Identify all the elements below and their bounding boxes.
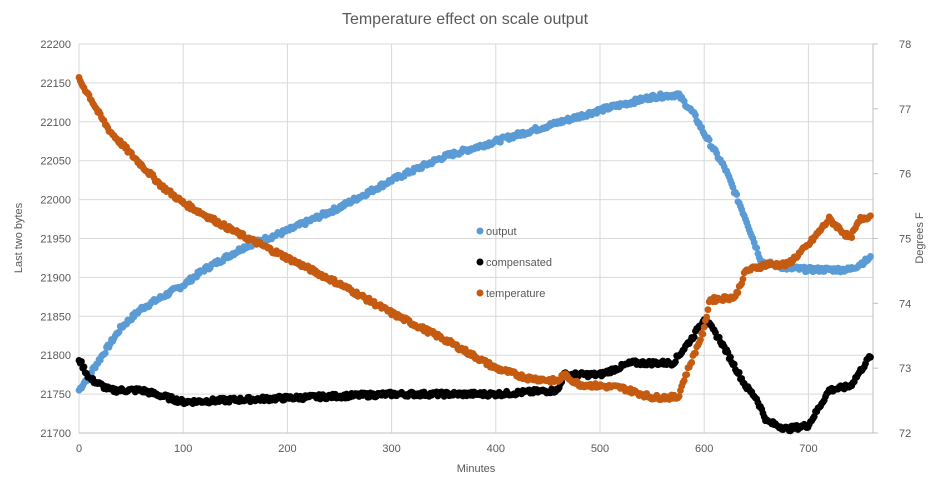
y2-tick-label: 74 — [899, 298, 911, 310]
series-temperature — [75, 74, 874, 404]
data-points — [75, 74, 874, 435]
output-point — [101, 349, 109, 357]
x-tick-label: 0 — [76, 443, 82, 455]
compensated-point — [867, 353, 874, 361]
x-tick-label: 300 — [382, 443, 400, 455]
temperature-point — [683, 371, 691, 379]
compensated-point — [80, 363, 88, 371]
compensated-point — [78, 358, 85, 365]
temperature-point — [848, 234, 856, 241]
temperature-point — [699, 330, 707, 338]
x-tick-label: 200 — [278, 443, 296, 455]
y-tick-label: 21750 — [40, 389, 71, 401]
legend-item-output: output — [476, 226, 517, 238]
y-axis-ticks: 21700 21750 21800 21850 21900 21950 22000 22050… — [40, 39, 71, 440]
y2-tick-label: 78 — [899, 39, 911, 51]
output-point — [692, 111, 699, 119]
x-tick-label: 400 — [487, 443, 505, 455]
y-axis-label: Last two bytes — [13, 202, 25, 273]
y2-tick-label: 73 — [899, 363, 911, 375]
temperature-point — [704, 306, 712, 314]
x-axis-label: Minutes — [457, 463, 496, 475]
temperature-point — [697, 336, 704, 344]
temperature-point — [680, 377, 688, 384]
legend: output compensated temperature — [476, 226, 552, 300]
x-axis-ticks: 0 100 200 300 400 500 600 700 — [76, 443, 818, 455]
temperature-point — [692, 349, 699, 357]
y-tick-label: 21900 — [40, 272, 71, 284]
y2-tick-label: 72 — [899, 428, 911, 440]
x-tick-label: 600 — [695, 443, 713, 455]
output-point — [733, 191, 741, 198]
temperature-point — [703, 313, 711, 321]
legend-item-compensated: compensated — [476, 257, 552, 269]
y-tick-label: 22100 — [40, 117, 71, 129]
y-tick-label: 21950 — [40, 234, 71, 246]
series-output — [75, 90, 874, 394]
output-point — [867, 253, 874, 260]
y-tick-label: 22050 — [40, 156, 71, 168]
compensated-point — [730, 360, 738, 368]
legend-marker — [476, 289, 484, 297]
temperature-point — [675, 393, 683, 400]
legend-label: temperature — [486, 288, 545, 300]
output-point — [729, 183, 737, 191]
x-tick-label: 500 — [591, 443, 609, 455]
legend-item-temperature: temperature — [476, 288, 545, 300]
y-tick-label: 22000 — [40, 195, 71, 207]
y-tick-label: 21850 — [40, 311, 71, 323]
x-tick-label: 100 — [174, 443, 192, 455]
compensated-point — [735, 369, 743, 376]
y-tick-label: 21700 — [40, 428, 71, 440]
chart-title: Temperature effect on scale output — [342, 11, 589, 28]
output-point — [753, 244, 761, 252]
y-tick-label: 22200 — [40, 39, 71, 51]
output-point — [705, 136, 713, 144]
temperature-point — [700, 323, 708, 331]
y2-tick-label: 77 — [899, 104, 911, 116]
y-tick-label: 22150 — [40, 78, 71, 90]
temperature-point — [739, 275, 747, 283]
legend-marker — [476, 227, 484, 235]
gridlines — [78, 43, 878, 434]
legend-marker — [476, 258, 484, 266]
temperature-point — [688, 359, 696, 366]
y2-axis-ticks: 72 73 74 75 76 77 78 — [899, 39, 911, 440]
temperature-point — [867, 212, 874, 220]
legend-label: output — [486, 226, 517, 238]
x-tick-label: 700 — [799, 443, 817, 455]
y2-tick-label: 76 — [899, 169, 911, 181]
y2-axis-label: Degrees F — [914, 212, 926, 264]
compensated-point — [727, 353, 734, 361]
compensated-point — [672, 358, 679, 366]
temperature-point — [734, 289, 742, 297]
compensated-point — [690, 333, 698, 341]
y2-tick-label: 75 — [899, 234, 911, 246]
legend-label: compensated — [486, 257, 552, 269]
y-tick-label: 21800 — [40, 350, 71, 362]
